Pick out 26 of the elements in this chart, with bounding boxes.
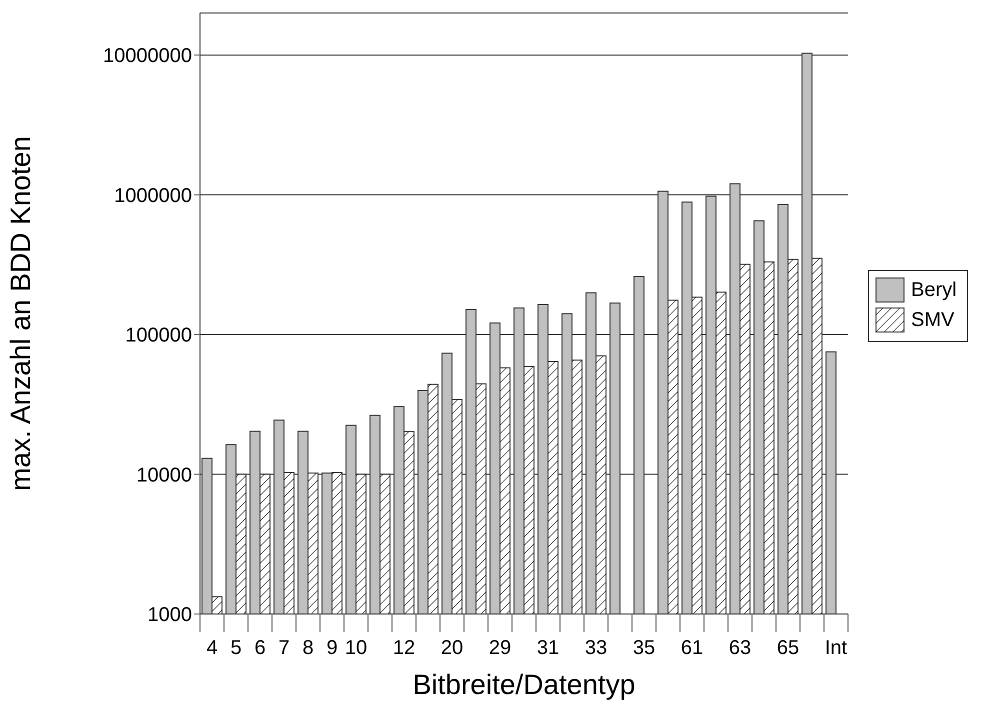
x-tick-label: 29 [488, 637, 512, 659]
y-tick-label: 100000 [125, 324, 192, 347]
y-tick-label: 10000000 [103, 45, 192, 68]
x-tick-label: 61 [680, 637, 704, 659]
x-tick-label: 33 [584, 637, 608, 659]
y-axis-title: max. Anzahl an BDD Knoten [4, 136, 36, 491]
x-tick-label: 5 [230, 637, 242, 659]
x-tick-label: 9 [326, 637, 338, 659]
x-tick-label: 6 [254, 637, 266, 659]
x-tick-label: 12 [392, 637, 416, 659]
y-tick-label: 1000000 [114, 184, 192, 207]
legend-label: Beryl [911, 278, 957, 302]
y-tick-label: 1000 [148, 604, 192, 626]
x-tick-label: 31 [536, 637, 560, 659]
x-tick-label: Int [824, 637, 848, 659]
legend-label: SMV [911, 308, 954, 332]
x-tick-label: 10 [344, 637, 368, 659]
x-tick-label: 4 [206, 637, 218, 659]
x-tick-label: 35 [632, 637, 656, 659]
x-tick-label: 7 [278, 637, 290, 659]
y-tick-label: 10000 [136, 464, 192, 486]
x-tick-label: 20 [440, 637, 464, 659]
x-tick-label: 63 [728, 637, 752, 659]
x-tick-label: 65 [776, 637, 800, 659]
x-axis-title: Bitbreite/Datentyp [412, 669, 636, 700]
x-tick-label: 8 [302, 637, 314, 659]
